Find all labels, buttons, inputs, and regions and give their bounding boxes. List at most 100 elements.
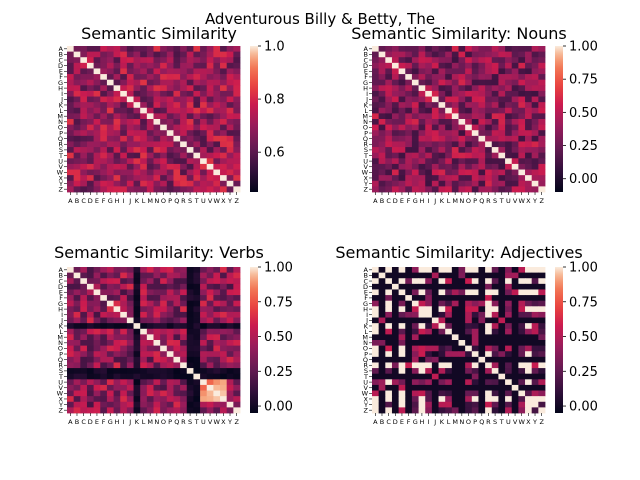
heatmap-cell [166, 130, 174, 137]
heatmap-cell [86, 384, 95, 391]
heatmap-cell [153, 119, 161, 126]
heatmap-cell [451, 141, 459, 148]
heatmap-cell [233, 328, 241, 335]
heatmap-cell [220, 306, 228, 313]
heatmap-cell [372, 362, 380, 369]
heatmap-cell [173, 390, 181, 397]
heatmap-cell [498, 267, 506, 274]
heatmap-cell [378, 79, 386, 86]
heatmap-cell [411, 407, 419, 414]
heatmap-cell [378, 311, 386, 318]
heatmap-cell [120, 175, 128, 182]
heatmap-cell [80, 175, 88, 182]
heatmap-cell [153, 340, 161, 347]
heatmap-cell [531, 158, 539, 165]
heatmap-cell [120, 345, 128, 352]
heatmap-cell [538, 340, 546, 347]
heatmap-cell [193, 57, 201, 64]
heatmap-cell [106, 141, 114, 148]
heatmap-cell [113, 295, 121, 302]
heatmap-cell [220, 96, 228, 103]
heatmap-cell [478, 323, 486, 330]
heatmap-cell [451, 401, 459, 408]
heatmap-cell [538, 180, 546, 187]
heatmap-cell [67, 141, 75, 148]
heatmap-cell [206, 152, 214, 159]
heatmap-cell [160, 57, 168, 64]
heatmap-cell [100, 379, 108, 386]
heatmap-cell [391, 289, 400, 296]
heatmap-cell [425, 267, 433, 274]
heatmap-cell [226, 119, 234, 126]
y-tick-label: P [59, 129, 63, 137]
x-tick-label: J [128, 197, 131, 205]
heatmap-cell [200, 407, 208, 414]
heatmap-cell [498, 311, 506, 318]
heatmap-cell [133, 79, 141, 86]
heatmap-cell [226, 379, 234, 386]
x-tick-label: E [95, 418, 99, 426]
heatmap-cell [478, 186, 486, 193]
heatmap-cell [391, 186, 400, 193]
heatmap-cell [106, 74, 114, 81]
heatmap-cell [398, 74, 406, 81]
heatmap-cell [498, 368, 506, 375]
heatmap-cell [471, 158, 479, 165]
heatmap-panel-3: Semantic Similarity: VerbsABCDEFGHIJKLMN… [54, 243, 293, 426]
heatmap-cell [126, 340, 134, 347]
heatmap-cell [431, 407, 439, 414]
heatmap-cell [120, 384, 128, 391]
heatmap-cell [471, 401, 479, 408]
heatmap-cell [146, 62, 154, 69]
heatmap-cell [106, 102, 114, 109]
heatmap-cell [511, 340, 519, 347]
heatmap-cell [471, 124, 479, 131]
heatmap-cell [233, 46, 241, 53]
heatmap-cell [153, 401, 161, 408]
heatmap-cell [518, 306, 526, 313]
heatmap-cell [398, 51, 406, 58]
heatmap-cell [133, 283, 141, 290]
heatmap-cell [538, 124, 546, 131]
heatmap-cells [67, 46, 241, 193]
heatmap-cell [425, 119, 433, 126]
heatmap-cell [525, 102, 533, 109]
heatmap-cell [451, 373, 459, 380]
y-tick-label: Q [58, 135, 63, 143]
heatmap-cell [391, 401, 400, 408]
heatmap-cell [511, 124, 519, 131]
x-tick-label: Z [234, 197, 239, 205]
heatmap-cell [213, 379, 221, 386]
heatmap-cell [140, 57, 148, 64]
heatmap-cell [73, 135, 81, 142]
heatmap-cell [113, 113, 121, 120]
heatmap-cell [491, 51, 499, 58]
heatmap-cell [525, 68, 533, 75]
heatmap-cell [73, 384, 81, 391]
x-tick-label: F [102, 197, 106, 205]
heatmap-cell [146, 102, 154, 109]
heatmap-cell [505, 90, 513, 97]
y-tick-label: X [59, 395, 64, 403]
heatmap-cell [391, 90, 400, 97]
heatmap-title: Semantic Similarity: Adjectives [335, 243, 582, 262]
heatmap-cell [511, 368, 519, 375]
heatmap-cell [173, 68, 181, 75]
heatmap-cell [418, 379, 426, 386]
heatmap-cell [405, 379, 413, 386]
heatmap-cell [478, 289, 486, 296]
heatmap-cell [465, 272, 473, 279]
heatmap-cell [173, 135, 181, 142]
heatmap-cell [173, 175, 181, 182]
heatmap-cell [67, 283, 75, 290]
heatmap-cell [458, 345, 466, 352]
heatmap-cell [378, 141, 386, 148]
heatmap-cell [471, 113, 479, 120]
heatmap-cell [418, 107, 426, 114]
heatmap-cell [445, 384, 453, 391]
heatmap-cell [398, 130, 406, 137]
heatmap-cell [126, 317, 134, 324]
heatmap-cell [200, 306, 208, 313]
heatmap-cell [405, 334, 413, 341]
heatmap-cell [73, 401, 81, 408]
